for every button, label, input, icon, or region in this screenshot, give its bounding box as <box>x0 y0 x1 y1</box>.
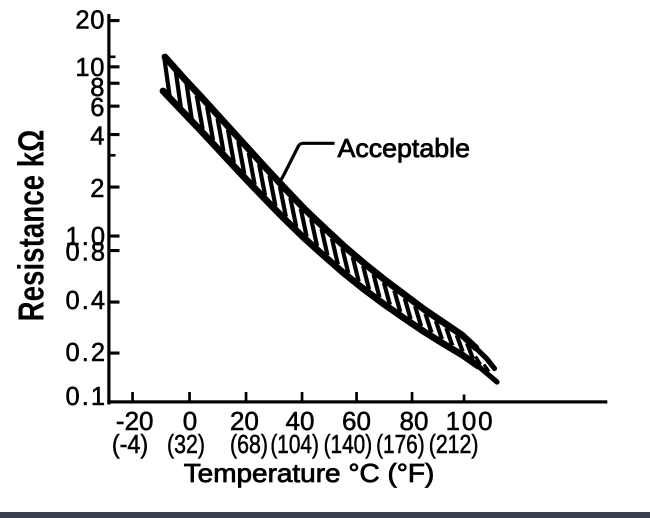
svg-text:(68): (68) <box>230 430 268 460</box>
svg-text:10: 10 <box>75 54 105 82</box>
svg-text:(-4): (-4) <box>112 431 148 459</box>
svg-text:8: 8 <box>90 74 105 102</box>
svg-text:40: 40 <box>286 406 315 436</box>
svg-text:6: 6 <box>90 94 105 122</box>
svg-text:0.4: 0.4 <box>65 287 107 315</box>
svg-text:-20: -20 <box>116 406 154 436</box>
svg-text:60: 60 <box>342 406 371 436</box>
svg-text:20: 20 <box>75 7 105 35</box>
svg-text:(32): (32) <box>167 430 205 460</box>
svg-text:1.0: 1.0 <box>65 223 107 251</box>
svg-text:2: 2 <box>90 175 105 203</box>
svg-text:(140): (140) <box>324 430 373 459</box>
svg-text:Resistance kΩ: Resistance kΩ <box>11 130 52 322</box>
svg-text:(176): (176) <box>376 430 425 459</box>
svg-text:Acceptable: Acceptable <box>338 133 471 163</box>
svg-text:80: 80 <box>400 406 429 436</box>
svg-text:0.1: 0.1 <box>65 383 107 411</box>
svg-text:0: 0 <box>183 406 197 436</box>
svg-text:4: 4 <box>90 123 105 151</box>
svg-text:0.8: 0.8 <box>65 239 107 267</box>
svg-text:(104): (104) <box>270 430 319 459</box>
svg-text:20: 20 <box>230 406 259 436</box>
svg-text:Temperature °C (°F): Temperature °C (°F) <box>184 459 435 488</box>
svg-text:100: 100 <box>446 406 495 436</box>
svg-text:(212): (212) <box>429 430 479 460</box>
svg-text:0.2: 0.2 <box>65 339 107 367</box>
